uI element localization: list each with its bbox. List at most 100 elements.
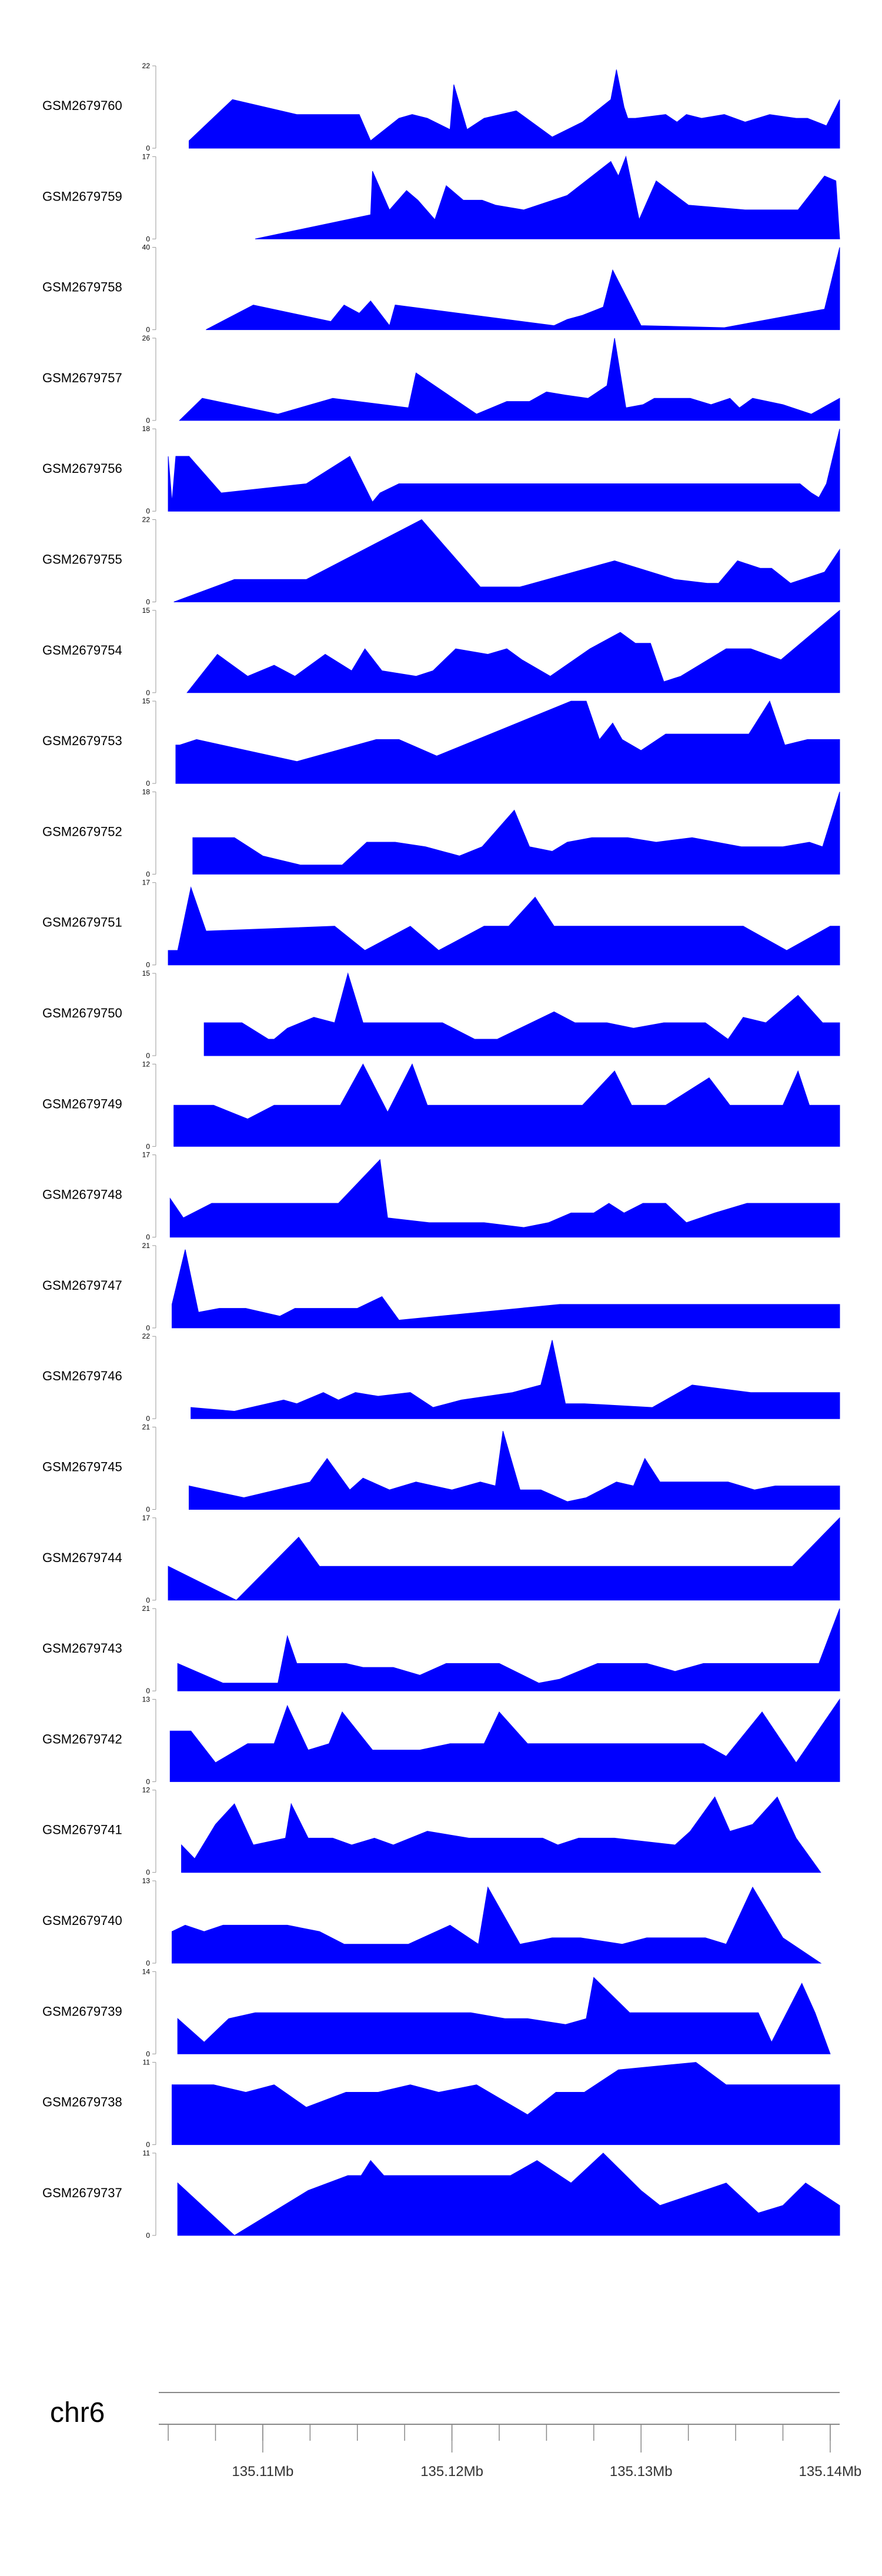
axis-major-ticks: 135.11Mb 135.12Mb 135.13Mb 135.14Mb: [232, 2424, 861, 2480]
y-min-label: 0: [146, 2141, 150, 2149]
y-max-label: 17: [142, 152, 151, 161]
track: GSM2679746 22 0: [42, 1332, 840, 1423]
track-label: GSM2679739: [42, 2004, 122, 2018]
y-min-label: 0: [146, 144, 150, 152]
track: GSM2679753 15 0: [42, 697, 840, 788]
track: GSM2679754 15 0: [42, 606, 840, 697]
track: GSM2679744 17 0: [42, 1514, 840, 1604]
y-min-label: 0: [146, 1233, 150, 1242]
y-min-label: 0: [146, 1959, 150, 1967]
y-max-label: 14: [142, 1967, 151, 1976]
track-label: GSM2679744: [42, 1550, 122, 1565]
track-label: GSM2679745: [42, 1460, 122, 1474]
track-label: GSM2679747: [42, 1278, 122, 1293]
track-label: GSM2679741: [42, 1823, 122, 1837]
axis-minor-ticks: [168, 2424, 831, 2441]
y-min-label: 0: [146, 1324, 150, 1332]
y-min-label: 0: [146, 779, 150, 788]
track: GSM2679742 13 0: [42, 1695, 840, 1786]
coverage-area: [172, 1886, 822, 1964]
coverage-area: [179, 338, 840, 421]
track-label: GSM2679756: [42, 461, 122, 476]
coverage-area: [169, 1698, 840, 1782]
track: GSM2679750 15 0: [42, 969, 840, 1060]
y-max-label: 40: [142, 243, 151, 252]
track-label: GSM2679750: [42, 1006, 122, 1020]
track-label: GSM2679751: [42, 915, 122, 930]
y-min-label: 0: [146, 1142, 150, 1150]
track-label: GSM2679737: [42, 2185, 122, 2200]
y-max-label: 26: [142, 334, 151, 342]
y-max-label: 13: [142, 1877, 151, 1885]
track: GSM2679752 18 0: [42, 788, 840, 878]
coverage-area: [173, 1063, 840, 1147]
coverage-area: [169, 1159, 840, 1238]
coverage-area: [173, 519, 840, 602]
y-min-label: 0: [146, 1777, 150, 1786]
y-min-label: 0: [146, 1868, 150, 1877]
axis-tick-label: 135.13Mb: [610, 2464, 673, 2480]
coverage-area: [172, 2062, 840, 2145]
genome-axis: chr6 135.11Mb 135.12Mb 135.13Mb 135.14Mb: [50, 2392, 861, 2480]
track-label: GSM2679755: [42, 552, 122, 567]
y-max-label: 15: [142, 697, 151, 705]
coverage-area: [168, 429, 840, 512]
track: GSM2679747 21 0: [42, 1242, 840, 1332]
y-max-label: 15: [142, 969, 151, 977]
track: GSM2679738 11 0: [42, 2058, 840, 2149]
coverage-area: [175, 700, 840, 784]
track-label: GSM2679754: [42, 643, 122, 658]
track-label: GSM2679743: [42, 1641, 122, 1656]
y-max-label: 17: [142, 1151, 151, 1159]
coverage-tracks: GSM2679760220GSM2679759170GSM2679758400G…: [42, 62, 840, 2240]
y-min-label: 0: [146, 416, 150, 425]
track-label: GSM2679753: [42, 733, 122, 748]
coverage-area: [203, 972, 840, 1056]
coverage-area: [168, 886, 840, 966]
axis-tick-label: 135.12Mb: [420, 2464, 483, 2480]
y-max-label: 18: [142, 425, 151, 433]
track-label: GSM2679757: [42, 371, 122, 385]
y-min-label: 0: [146, 1687, 150, 1695]
track: GSM2679756 18 0: [42, 425, 840, 515]
track-label: GSM2679752: [42, 824, 122, 839]
y-max-label: 12: [142, 1060, 151, 1068]
track-label: GSM2679758: [42, 280, 122, 295]
track: GSM2679758 40 0: [42, 243, 840, 334]
track: GSM2679740 13 0: [42, 1877, 822, 1967]
track: GSM2679757 26 0: [42, 334, 840, 425]
y-max-label: 18: [142, 788, 151, 796]
coverage-area: [191, 1340, 840, 1419]
y-max-label: 17: [142, 1514, 151, 1522]
y-max-label: 22: [142, 1332, 151, 1340]
coverage-area: [189, 1431, 840, 1510]
track: GSM2679739 14 0: [42, 1967, 831, 2058]
y-max-label: 11: [143, 2149, 151, 2157]
y-min-label: 0: [146, 2231, 150, 2240]
track-label: GSM2679740: [42, 1913, 122, 1928]
track: GSM2679748 17 0: [42, 1151, 840, 1242]
coverage-area: [177, 2153, 840, 2236]
y-min-label: 0: [146, 235, 150, 243]
y-min-label: 0: [146, 2050, 150, 2058]
coverage-area: [206, 247, 840, 331]
track-label: GSM2679738: [42, 2095, 122, 2110]
y-max-label: 13: [142, 1695, 151, 1703]
track-label: GSM2679759: [42, 189, 122, 203]
y-max-label: 11: [143, 2058, 151, 2067]
track-label: GSM2679748: [42, 1187, 122, 1202]
track-label: GSM2679746: [42, 1369, 122, 1383]
y-min-label: 0: [146, 870, 150, 878]
track-label: GSM2679749: [42, 1096, 122, 1111]
axis-tick-label: 135.11Mb: [232, 2464, 293, 2480]
y-max-label: 22: [142, 516, 151, 524]
coverage-area: [172, 1249, 840, 1329]
y-min-label: 0: [146, 326, 150, 334]
y-max-label: 12: [142, 1786, 151, 1794]
track: GSM2679749 12 0: [42, 1060, 840, 1150]
coverage-area: [177, 1608, 840, 1691]
track: GSM2679759 17 0: [42, 152, 840, 243]
track: GSM2679751 17 0: [42, 879, 840, 969]
y-min-label: 0: [146, 1052, 150, 1060]
track: GSM2679743 21 0: [42, 1604, 840, 1695]
